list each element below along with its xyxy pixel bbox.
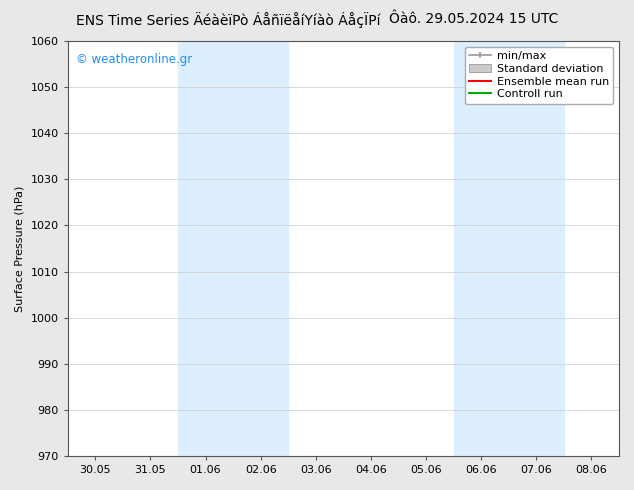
Text: ENS Time Series ÄéàèïPò ÁåñïëåíYíàò ÁåçÏPí: ENS Time Series ÄéàèïPò ÁåñïëåíYíàò ÁåçÏ… [76,12,380,28]
Y-axis label: Surface Pressure (hPa): Surface Pressure (hPa) [15,185,25,312]
Bar [453,41,564,456]
Bar [178,41,288,456]
Legend: min/max, Standard deviation, Ensemble mean run, Controll run: min/max, Standard deviation, Ensemble me… [465,47,614,104]
Text: Ôàô. 29.05.2024 15 UTC: Ôàô. 29.05.2024 15 UTC [389,12,558,26]
Text: © weatheronline.gr: © weatheronline.gr [76,53,192,67]
